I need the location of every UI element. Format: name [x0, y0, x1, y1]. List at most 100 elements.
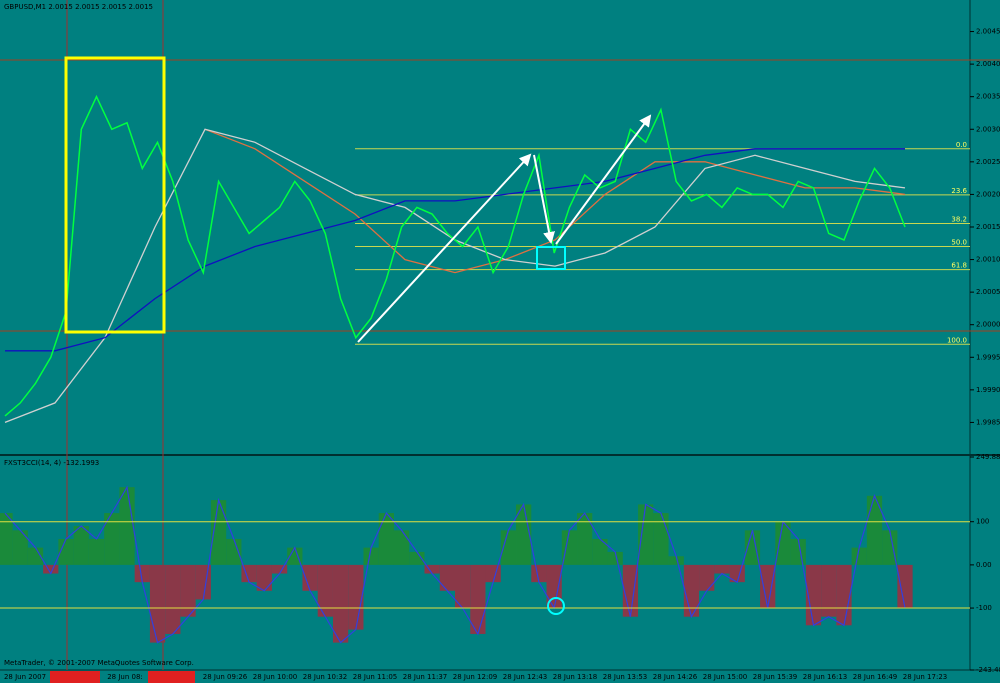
highlight-box	[64, 56, 166, 334]
histogram-bar	[561, 530, 578, 565]
histogram-bar	[775, 521, 791, 565]
histogram-bar	[638, 504, 654, 565]
histogram-bar	[226, 538, 242, 565]
histogram-bar	[165, 564, 181, 634]
histogram-bar	[409, 551, 425, 565]
histogram-bar	[424, 564, 440, 574]
x-tick-label: 28 Jun 2007	[4, 673, 46, 681]
y-tick-label: 2.0010	[976, 256, 1000, 264]
x-tick-label: 28 Jun 15:00	[703, 673, 747, 681]
x-tick-label: 28 Jun 11:05	[353, 673, 397, 681]
histogram-bar	[714, 564, 730, 574]
arrow	[533, 154, 555, 244]
histogram-bar	[668, 556, 684, 565]
fib-label: 0.0	[956, 141, 967, 149]
y-tick-label: 2.0005	[976, 288, 1000, 296]
x-tick-label: 28 Jun 12:09	[453, 673, 497, 681]
histogram-bar	[27, 547, 44, 565]
histogram-bar	[149, 564, 166, 643]
histogram-bar	[287, 547, 303, 565]
x-tick-label: 28 Jun 17:23	[903, 673, 947, 681]
x-tick-label: 28 Jun 15:39	[753, 673, 797, 681]
histogram-bar	[455, 564, 471, 609]
histogram-bar	[805, 564, 822, 626]
time-highlight	[50, 671, 100, 683]
histogram-bar	[439, 564, 455, 591]
histogram-bar	[256, 564, 272, 591]
histogram-bar	[393, 530, 410, 565]
fib-label: 23.6	[951, 187, 967, 195]
histogram-bar	[607, 551, 623, 565]
histogram-bar	[516, 504, 532, 565]
histogram-bar	[790, 538, 806, 565]
histogram-bar	[104, 513, 120, 565]
histogram-bar	[0, 513, 13, 565]
y-tick-label: 2.0045	[976, 28, 1000, 36]
indicator-title: FXST3CCI(14, 4) -132.1993	[4, 459, 99, 467]
histogram-bar	[134, 564, 150, 583]
histogram-bar	[363, 547, 379, 565]
histogram-bar	[12, 530, 28, 565]
histogram-bar	[653, 513, 669, 565]
histogram-bar	[58, 538, 74, 565]
histogram-bar	[73, 526, 89, 565]
histogram-bar	[866, 495, 883, 565]
x-tick-label: 28 Jun 14:26	[653, 673, 698, 681]
y-tick-label: 2.0015	[976, 223, 1000, 231]
fib-label: 100.0	[947, 336, 967, 344]
y-tick-label: 249.886	[976, 453, 1000, 461]
x-tick-label: 28 Jun 10:00	[253, 673, 297, 681]
y-tick-label: 0.00	[976, 561, 992, 569]
histogram-bar	[760, 564, 776, 609]
x-tick-label: 28 Jun 13:18	[553, 673, 597, 681]
y-tick-label: 2.0000	[976, 321, 1000, 329]
y-tick-label: 2.0030	[976, 125, 1000, 133]
x-tick-label: 28 Jun 08:	[107, 673, 143, 681]
y-tick-label: 1.9995	[976, 353, 1000, 361]
x-tick-label: 28 Jun 12:43	[503, 673, 547, 681]
fib-label: 38.2	[951, 215, 967, 223]
histogram-bar	[851, 547, 867, 565]
histogram-bar	[378, 513, 394, 565]
y-tick-label: 2.0040	[976, 60, 1000, 68]
y-tick-label: 2.0025	[976, 158, 1000, 166]
histogram-bar	[88, 538, 105, 565]
histogram-bar	[744, 530, 761, 565]
histogram-bar	[317, 564, 333, 617]
histogram-bar	[43, 564, 59, 574]
histogram-bar	[699, 564, 715, 591]
histogram-bar	[577, 513, 593, 565]
x-tick-label: 28 Jun 09:26	[203, 673, 248, 681]
highlight-circle	[547, 597, 565, 615]
y-tick-label: -100	[976, 604, 992, 612]
histogram-bar	[821, 564, 837, 617]
histogram-bar	[485, 564, 501, 583]
series-line	[5, 148, 905, 352]
series-line	[4, 485, 906, 644]
histogram-bar	[195, 564, 211, 600]
histogram-bar	[470, 564, 486, 634]
footer: MetaTrader, © 2001-2007 MetaQuotes Softw…	[4, 659, 194, 667]
histogram-bar	[683, 564, 700, 617]
histogram-bar	[592, 538, 608, 565]
y-tick-label: 1.9985	[976, 418, 1000, 426]
histogram-bar	[332, 564, 349, 643]
series-line	[204, 128, 906, 274]
histogram-bar	[836, 564, 852, 626]
histogram-bar	[531, 564, 547, 583]
x-tick-label: 28 Jun 16:13	[803, 673, 847, 681]
y-tick-label: 2.0020	[976, 190, 1000, 198]
fib-label: 61.8	[951, 262, 967, 270]
histogram-bar	[210, 500, 227, 565]
arrow	[555, 114, 652, 245]
histogram-bar	[271, 564, 288, 574]
histogram-bar	[180, 564, 196, 617]
histogram-bar	[500, 530, 517, 565]
plot-layer: 2.0045 2.0040 2.0035 2.0030 2.0025 2.0020 2.00…	[0, 28, 1000, 681]
series-line	[4, 94, 906, 417]
histogram-bar	[241, 564, 257, 583]
histogram-bar	[882, 530, 898, 565]
histogram-bar	[348, 564, 364, 630]
